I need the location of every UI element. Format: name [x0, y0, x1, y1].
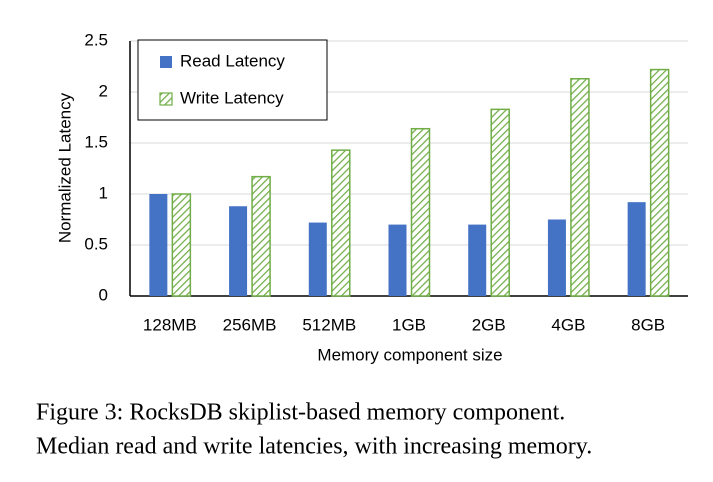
bar	[468, 224, 487, 296]
legend-swatch	[160, 56, 172, 68]
caption-line: Figure 3: RocksDB skiplist-based memory …	[36, 400, 565, 426]
bar	[331, 149, 351, 297]
legend-box	[137, 39, 328, 121]
y-tick-label: 0	[99, 285, 108, 304]
bar	[229, 206, 248, 296]
x-tick-label: 4GB	[551, 315, 585, 334]
bar	[149, 194, 168, 296]
x-tick-label: 128MB	[143, 315, 197, 334]
bar	[410, 127, 431, 297]
bar	[547, 219, 566, 296]
legend-label: Write Latency	[180, 88, 284, 107]
legend-label: Read Latency	[180, 51, 285, 70]
x-tick-label: 2GB	[472, 315, 506, 334]
bar	[649, 68, 670, 297]
bar	[490, 108, 510, 297]
y-tick-label: 0.5	[84, 234, 108, 253]
bar	[171, 193, 192, 297]
x-axis-label: Memory component size	[317, 345, 502, 364]
bar	[570, 77, 590, 297]
bar	[308, 222, 327, 296]
bar	[388, 224, 407, 296]
legend-swatch	[159, 92, 173, 106]
x-tick-label: 256MB	[223, 315, 277, 334]
x-tick-label: 8GB	[631, 315, 665, 334]
bar	[627, 202, 646, 296]
y-tick-label: 1	[99, 183, 108, 202]
y-tick-label: 2	[99, 81, 108, 100]
bar	[251, 175, 271, 297]
x-tick-label: 1GB	[392, 315, 426, 334]
y-tick-label: 2.5	[84, 30, 108, 49]
caption-line: Median read and write latencies, with in…	[36, 434, 592, 460]
y-tick-label: 1.5	[84, 132, 108, 151]
x-tick-label: 512MB	[302, 315, 356, 334]
y-axis-label: Normalized Latency	[55, 92, 74, 243]
